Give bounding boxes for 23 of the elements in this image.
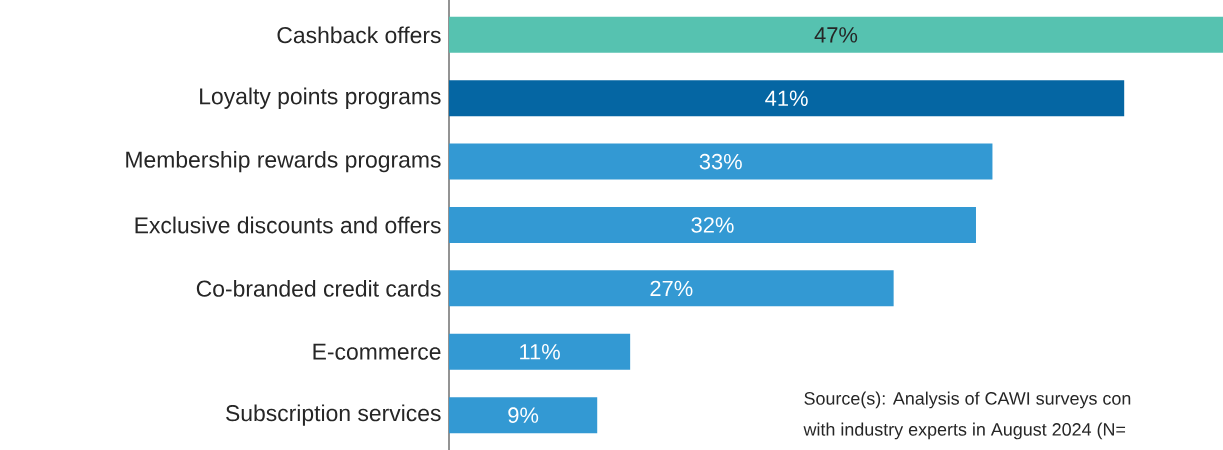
data-label: 33% bbox=[699, 153, 742, 170]
bar bbox=[449, 143, 993, 180]
bar bbox=[449, 206, 976, 243]
y-tick-label: Co-branded credit cards bbox=[196, 279, 441, 297]
y-tick-label: Membership rewards programs bbox=[126, 150, 441, 173]
data-label: 32% bbox=[691, 217, 734, 233]
data-label: 41% bbox=[765, 90, 808, 106]
bar bbox=[449, 333, 631, 370]
data-label: 47% bbox=[814, 27, 858, 43]
annotation: Source(s): Analysis of CAWI surveys con bbox=[804, 391, 1131, 409]
y-tick-label: E-commerce bbox=[313, 343, 441, 360]
bar bbox=[449, 80, 1125, 117]
bar bbox=[449, 397, 598, 434]
y-tick-label: Loyalty points programs bbox=[200, 87, 441, 109]
data-label: 9% bbox=[508, 407, 539, 423]
data-label: 27% bbox=[650, 280, 693, 297]
y-tick-label: Cashback offers bbox=[277, 26, 441, 44]
y-tick-label: Subscription services bbox=[226, 404, 441, 426]
y-tick-label: Exclusive discounts and offers bbox=[135, 216, 441, 234]
annotation: with industry experts in August 2024 (N= bbox=[803, 422, 1126, 440]
bar bbox=[449, 270, 894, 307]
bar bbox=[449, 16, 1223, 53]
data-label: 11% bbox=[520, 344, 560, 360]
